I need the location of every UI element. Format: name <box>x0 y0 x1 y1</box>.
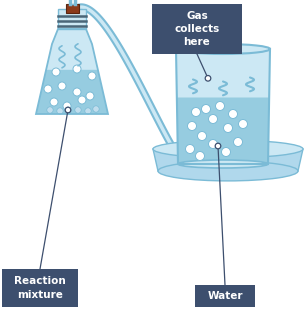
Circle shape <box>85 108 91 114</box>
Text: Gas
collects
here: Gas collects here <box>174 11 219 47</box>
Circle shape <box>44 85 52 93</box>
Circle shape <box>52 68 60 76</box>
Circle shape <box>47 107 53 113</box>
Circle shape <box>65 107 71 113</box>
Polygon shape <box>36 70 108 114</box>
Ellipse shape <box>176 44 270 54</box>
Circle shape <box>216 101 224 111</box>
Circle shape <box>223 124 233 133</box>
Circle shape <box>86 92 94 100</box>
FancyBboxPatch shape <box>2 269 78 307</box>
Bar <box>58 9 86 29</box>
Bar <box>65 4 78 13</box>
Circle shape <box>50 98 58 106</box>
Circle shape <box>233 138 243 146</box>
Circle shape <box>209 139 217 149</box>
Circle shape <box>75 107 81 113</box>
Circle shape <box>198 132 206 141</box>
Circle shape <box>65 107 71 113</box>
Circle shape <box>78 96 86 104</box>
Circle shape <box>215 143 221 149</box>
Circle shape <box>222 147 230 156</box>
Polygon shape <box>176 49 270 164</box>
FancyBboxPatch shape <box>152 4 242 54</box>
Circle shape <box>209 115 217 124</box>
Circle shape <box>65 108 71 114</box>
Circle shape <box>205 75 211 81</box>
Ellipse shape <box>178 160 268 168</box>
Circle shape <box>192 108 201 116</box>
Polygon shape <box>176 49 270 97</box>
Polygon shape <box>153 149 303 171</box>
Text: Reaction
mixture: Reaction mixture <box>14 276 66 300</box>
Ellipse shape <box>153 140 303 158</box>
Circle shape <box>58 82 66 90</box>
Circle shape <box>188 121 196 130</box>
Circle shape <box>57 108 63 114</box>
FancyBboxPatch shape <box>195 285 255 307</box>
Polygon shape <box>36 29 108 114</box>
Circle shape <box>73 88 81 96</box>
Circle shape <box>93 106 99 112</box>
Circle shape <box>195 151 205 160</box>
Circle shape <box>185 145 195 154</box>
Polygon shape <box>177 97 269 164</box>
Circle shape <box>88 72 96 80</box>
Circle shape <box>202 104 210 113</box>
Circle shape <box>229 109 237 118</box>
Circle shape <box>73 65 81 73</box>
Circle shape <box>63 102 71 110</box>
Circle shape <box>239 120 247 129</box>
Text: Water: Water <box>207 291 243 301</box>
Ellipse shape <box>158 161 298 181</box>
